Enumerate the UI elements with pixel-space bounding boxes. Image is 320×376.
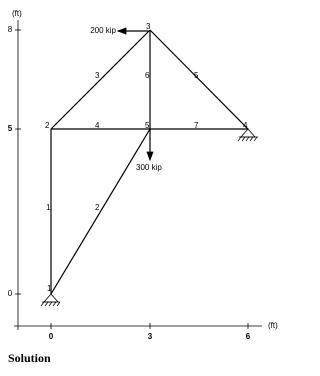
member-label: 5 [194, 71, 199, 80]
x-label: 3 [148, 332, 153, 341]
member [149, 29, 249, 130]
node-label: 3 [146, 22, 151, 31]
supports [40, 128, 258, 307]
truss-diagram: (ft) 8 5 0 0 3 6 (ft) 200 kip 300 kip 1 … [8, 9, 278, 365]
x-unit: (ft) [268, 321, 278, 330]
load-label: 200 kip [90, 26, 116, 35]
member-label: 2 [95, 203, 100, 212]
node-label: 1 [47, 284, 52, 293]
member-label: 4 [95, 121, 100, 130]
member [50, 128, 151, 295]
member-label: 3 [95, 71, 100, 80]
ground-hatch [237, 136, 258, 142]
x-label: 0 [49, 332, 54, 341]
y-label: 5 [8, 124, 13, 133]
member-label: 1 [46, 203, 51, 212]
members [50, 29, 249, 295]
y-unit: (ft) [12, 9, 22, 18]
solution-heading: Solution [8, 351, 51, 365]
roller-support [240, 128, 256, 138]
pin-support [43, 293, 59, 303]
y-label: 0 [8, 289, 13, 298]
node-label: 5 [145, 121, 150, 130]
member [50, 29, 151, 130]
x-label: 6 [246, 332, 251, 341]
member-label: 6 [145, 71, 150, 80]
axes: (ft) 8 5 0 0 3 6 (ft) [8, 9, 278, 341]
node-label: 2 [45, 121, 50, 130]
member-label: 7 [194, 121, 199, 130]
ground-hatch [40, 301, 61, 307]
node-label: 4 [243, 121, 248, 130]
y-label: 8 [8, 25, 13, 34]
load-label: 300 kip [136, 163, 162, 172]
